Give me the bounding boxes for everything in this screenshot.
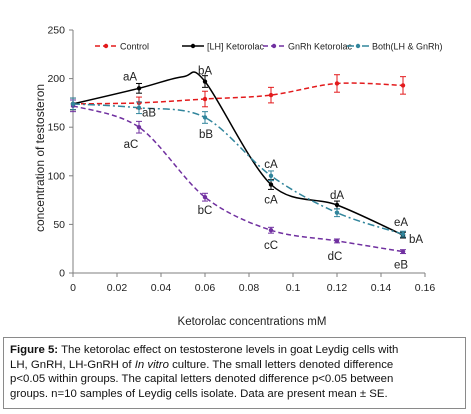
- caption-in-vitro: In vitro: [134, 358, 169, 371]
- data-point-control: [268, 92, 274, 98]
- caption-line-3: p<0.05 within groups. The capital letter…: [10, 373, 394, 386]
- series-lh: [70, 71, 406, 239]
- y-tick-label: 150: [47, 122, 65, 134]
- y-tick-label: 100: [47, 170, 65, 182]
- significance-label: dC: [328, 251, 343, 263]
- significance-label: eB: [394, 260, 408, 272]
- significance-label: aC: [124, 139, 139, 151]
- significance-label: dA: [330, 190, 344, 202]
- caption-line-2-start: LH, GnRH, LH-GnRH of: [10, 358, 132, 371]
- x-tick-label: 0.12: [327, 282, 348, 294]
- data-point-both: [334, 210, 340, 215]
- series-line-control: [72, 82, 404, 105]
- data-point-both: [400, 231, 406, 237]
- caption-label: Figure 5:: [10, 344, 59, 356]
- data-point-both: [136, 105, 142, 110]
- data-point-control: [334, 81, 340, 86]
- significance-label: bB: [199, 129, 213, 141]
- series-line-gnrh: [72, 105, 404, 253]
- x-tick-label: 0: [70, 282, 76, 294]
- data-point-gnrh: [334, 238, 340, 244]
- significance-label: aA: [123, 71, 137, 83]
- legend-label-gnrh: GnRh Ketorolac: [288, 42, 353, 52]
- significance-label: bA: [409, 234, 423, 246]
- significance-label: bC: [198, 205, 213, 217]
- data-point-both: [268, 173, 274, 178]
- legend-label-lh: [LH] Ketorolac: [207, 42, 265, 52]
- axes: 0 50 100 150 200 250 0 0.02 0.04 0.06 0.08 0.1 0.12 0…: [47, 25, 435, 295]
- caption-line-2-end: culture. The small letters denoted diffe…: [172, 358, 394, 371]
- x-tick-label: 0.1: [286, 282, 301, 294]
- data-point-gnrh: [400, 249, 406, 254]
- significance-label: cA: [264, 159, 278, 171]
- significance-label: bA: [198, 66, 212, 78]
- legend-marker-lh: [190, 43, 196, 49]
- legend-item-control: Control: [95, 42, 149, 52]
- x-tick-label: 0.14: [371, 282, 392, 294]
- y-tick-label: 50: [53, 219, 65, 231]
- series-line-both: [72, 103, 404, 235]
- legend-item-gnrh: GnRh Ketorolac: [263, 42, 353, 52]
- series-gnrh: [70, 99, 406, 255]
- data-point-lh: [268, 182, 274, 187]
- caption-line-4: groups. n=10 samples of Leydig cells iso…: [10, 387, 388, 400]
- line-chart: 0 50 100 150 200 250 0 0.02 0.04 0.06 0.08 0.1 0.12 0…: [33, 25, 443, 329]
- significance-label: cC: [264, 240, 278, 252]
- legend-marker-gnrh: [271, 43, 277, 49]
- data-point-control: [400, 83, 406, 88]
- legend-item-lh: [LH] Ketorolac: [182, 42, 265, 52]
- data-point-gnrh: [202, 194, 208, 200]
- caption-line-1: The ketorolac effect on testosterone lev…: [61, 344, 399, 356]
- legend-marker-control: [103, 43, 109, 49]
- legend: Control [LH] Ketorolac GnRh Ketorolac Both(…: [95, 42, 443, 52]
- y-tick-label: 200: [47, 73, 65, 85]
- data-point-gnrh: [136, 125, 142, 130]
- data-point-lh: [202, 79, 208, 84]
- y-axis-label: concentration of testosteron: [33, 84, 47, 232]
- data-point-both: [70, 101, 76, 107]
- x-axis-label: Ketorolac concentrations mM: [178, 316, 327, 328]
- y-tick-label: 250: [47, 25, 65, 37]
- legend-item-both: Both(LH & GnRh): [347, 42, 443, 52]
- x-tick-label: 0.08: [239, 282, 260, 294]
- legend-marker-both: [355, 43, 361, 49]
- x-tick-label: 0.02: [107, 282, 128, 294]
- legend-label-both: Both(LH & GnRh): [372, 42, 443, 52]
- significance-label: eA: [394, 217, 408, 229]
- x-tick-label: 0.06: [195, 282, 216, 294]
- data-point-control: [202, 96, 208, 102]
- data-point-both: [202, 115, 208, 120]
- significance-label: aB: [142, 108, 156, 120]
- data-point-lh: [334, 202, 340, 208]
- significance-label: cA: [264, 194, 278, 206]
- data-point-gnrh: [268, 228, 274, 233]
- series-line-lh: [72, 71, 404, 236]
- series-both: [70, 97, 406, 238]
- legend-label-control: Control: [120, 42, 149, 52]
- y-tick-label: 0: [59, 268, 65, 280]
- x-tick-label: 0.04: [151, 282, 172, 294]
- figure-caption: Figure 5: The ketorolac effect on testos…: [3, 337, 466, 409]
- data-point-lh: [136, 86, 142, 91]
- x-tick-label: 0.16: [415, 282, 436, 294]
- series-layer: [70, 71, 406, 255]
